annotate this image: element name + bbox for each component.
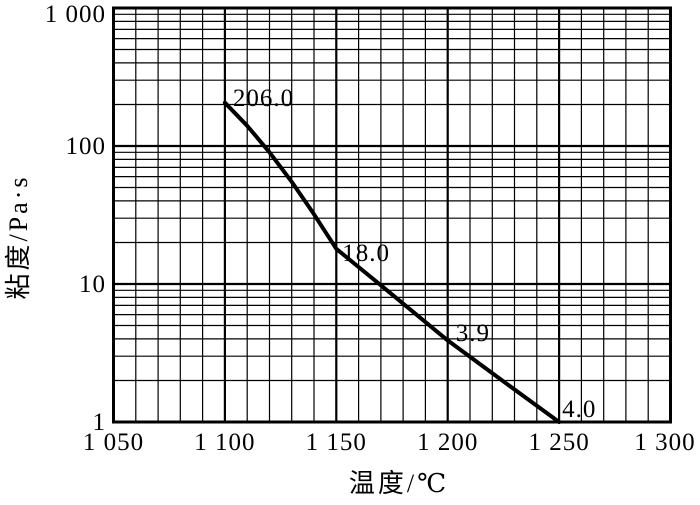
x-tick-label: 1 300	[634, 429, 696, 456]
y-tick-label: 1	[92, 409, 106, 436]
data-point-label: 206.0	[232, 84, 295, 112]
plot-border	[112, 6, 672, 424]
x-tick-label: 1 050	[82, 429, 145, 456]
y-tick-label: 1 000	[44, 1, 106, 28]
minor-gridlines	[113, 8, 671, 422]
x-tick-label: 1 200	[417, 429, 479, 456]
data-point-label: 18.0	[342, 239, 391, 267]
x-tick-label: 1 250	[528, 429, 590, 456]
viscosity-curve	[222, 100, 562, 424]
y-tick-label: 10	[79, 271, 106, 298]
x-tick-label: 1 100	[194, 429, 256, 456]
data-point-label: 3.9	[455, 320, 490, 348]
x-axis-title: 温度/℃	[348, 469, 450, 498]
x-tick-label: 1 150	[305, 429, 367, 456]
y-tick-label: 100	[65, 133, 106, 160]
major-gridlines	[113, 8, 671, 422]
data-point-label: 4.0	[562, 396, 597, 423]
y-axis-title: 粘度/Pa·s	[4, 174, 33, 300]
